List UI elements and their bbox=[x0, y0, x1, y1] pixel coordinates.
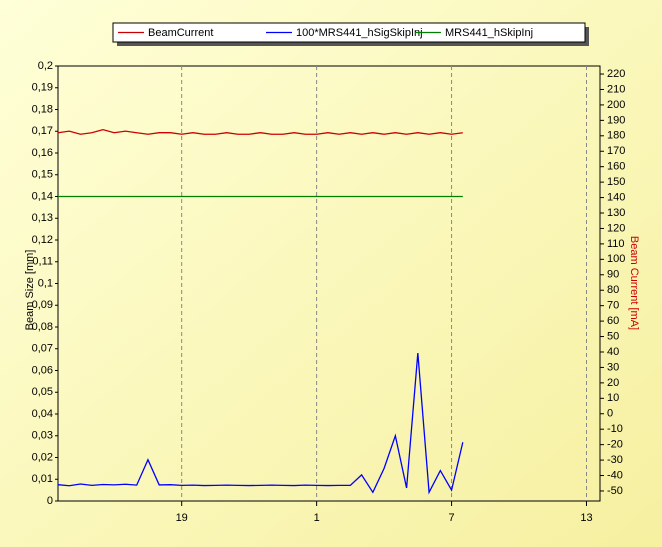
y2-tick-label: -10 bbox=[607, 423, 623, 435]
y2-tick-label: 100 bbox=[607, 253, 625, 265]
y2-tick-label: 180 bbox=[607, 130, 625, 142]
legend-label: 100*MRS441_hSigSkipInj bbox=[296, 27, 423, 39]
legend-box bbox=[112, 22, 586, 43]
x-tick-label: 13 bbox=[580, 512, 592, 524]
y2-tick-label: 110 bbox=[607, 238, 625, 250]
y2-tick-label: 80 bbox=[607, 284, 619, 296]
legend-label: BeamCurrent bbox=[148, 27, 213, 39]
y2-tick-label: 90 bbox=[607, 269, 619, 281]
y2-tick-label: 140 bbox=[607, 191, 625, 203]
y2-tick-label: 220 bbox=[607, 68, 625, 80]
y2-tick-label: 190 bbox=[607, 114, 625, 126]
y2-axis-label: Beam Current [mA] bbox=[628, 236, 640, 330]
y-tick-label: 0,11 bbox=[32, 256, 53, 268]
y-tick-label: 0,02 bbox=[32, 451, 53, 463]
legend: BeamCurrent 100*MRS441_hSigSkipInj MRS441_… bbox=[112, 22, 589, 46]
y2-tick-label: 170 bbox=[607, 145, 625, 157]
legend-label: MRS441_hSkipInj bbox=[445, 27, 533, 39]
y-tick-label: 0,08 bbox=[32, 321, 53, 333]
series-line bbox=[57, 353, 464, 495]
x-tick-label: 19 bbox=[176, 512, 188, 524]
y-tick-label: 0,07 bbox=[32, 343, 53, 355]
y2-tick-label: 10 bbox=[607, 392, 619, 404]
y-tick-label: 0,05 bbox=[32, 386, 53, 398]
y2-tick-label: 120 bbox=[607, 222, 625, 234]
x-tick-label: 7 bbox=[449, 512, 455, 524]
y2-tick-label: 210 bbox=[607, 83, 625, 95]
y-tick-label: 0,04 bbox=[32, 408, 53, 420]
y-tick-label: 0,09 bbox=[32, 299, 53, 311]
y2-tick-label: -50 bbox=[607, 485, 623, 497]
y-axis-label: Beam Size [mm] bbox=[24, 250, 36, 331]
y-tick-label: 0,2 bbox=[38, 60, 53, 72]
y-tick-label: 0,19 bbox=[32, 82, 53, 94]
y-tick-label: 0,06 bbox=[32, 364, 53, 376]
y-tick-label: 0,14 bbox=[32, 190, 53, 202]
y-tick-label: 0,16 bbox=[32, 147, 53, 159]
y-tick-label: 0,13 bbox=[32, 212, 53, 224]
y2-tick-label: 200 bbox=[607, 99, 625, 111]
y2-tick-label: 40 bbox=[607, 346, 619, 358]
y2-tick-label: 160 bbox=[607, 161, 625, 173]
series-line bbox=[57, 128, 463, 135]
y-tick-label: 0,01 bbox=[32, 473, 53, 485]
y2-tick-label: 30 bbox=[607, 361, 619, 373]
y-tick-label: 0,15 bbox=[32, 169, 53, 181]
y2-tick-label: 0 bbox=[607, 408, 613, 420]
y2-tick-label: -20 bbox=[607, 439, 623, 451]
y2-tick-label: 130 bbox=[607, 207, 625, 219]
y-tick-label: 0,18 bbox=[32, 103, 53, 115]
y2-tick-label: -30 bbox=[607, 454, 623, 466]
y2-tick-label: 60 bbox=[607, 315, 619, 327]
y2-tick-label: 70 bbox=[607, 300, 619, 312]
y-tick-label: 0,03 bbox=[32, 430, 53, 442]
y-tick-label: 0 bbox=[47, 495, 53, 507]
y2-tick-label: 50 bbox=[607, 330, 619, 342]
y2-tick-label: 20 bbox=[607, 377, 619, 389]
y2-tick-label: -40 bbox=[607, 469, 623, 481]
y-tick-label: 0,17 bbox=[32, 125, 53, 137]
x-tick-label: 1 bbox=[314, 512, 320, 524]
y-tick-label: 0,1 bbox=[38, 277, 53, 289]
y-tick-label: 0,12 bbox=[32, 234, 53, 246]
y2-tick-label: 150 bbox=[607, 176, 625, 188]
